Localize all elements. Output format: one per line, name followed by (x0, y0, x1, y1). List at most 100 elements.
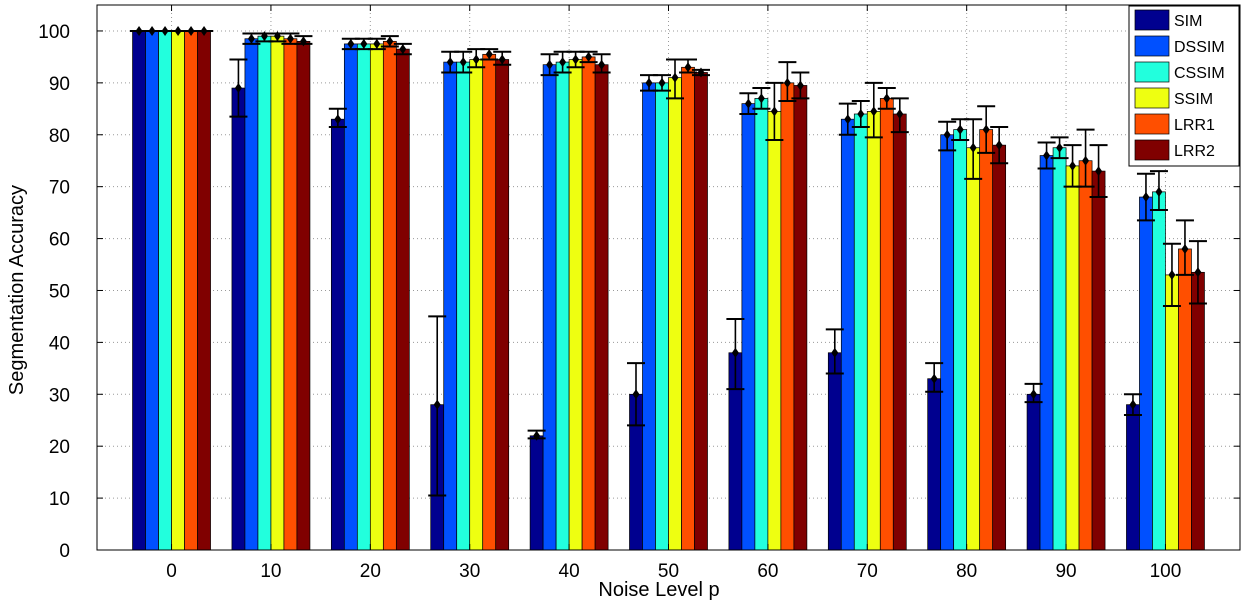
bar (330, 118, 345, 551)
bar (158, 30, 172, 551)
mean-marker (744, 98, 752, 109)
bar (296, 40, 311, 551)
bar (369, 43, 384, 551)
y-axis-label: Segmentation Accuracy (6, 185, 28, 395)
bar (1191, 271, 1205, 551)
x-tick-label: 20 (360, 561, 381, 582)
mean-marker (234, 83, 242, 94)
bar (694, 72, 708, 551)
x-tick-label: 40 (559, 561, 580, 582)
mean-marker (1056, 142, 1064, 153)
legend-label: LRR1 (1174, 117, 1215, 134)
mean-marker (135, 25, 143, 36)
mean-marker (373, 38, 381, 49)
mean-marker (148, 25, 156, 36)
mean-marker (572, 54, 580, 65)
mean-marker (1069, 160, 1077, 171)
y-tick-label: 30 (49, 385, 70, 406)
mean-marker (1181, 243, 1189, 254)
bar (1126, 404, 1140, 551)
bar (529, 435, 544, 551)
bar (1178, 248, 1192, 551)
mean-marker (995, 140, 1003, 151)
mean-marker (200, 25, 208, 36)
mean-marker (433, 399, 441, 410)
bar (270, 35, 285, 551)
bar (1091, 170, 1106, 551)
mean-marker (598, 59, 606, 70)
bar (581, 56, 596, 551)
mean-marker (459, 57, 467, 68)
mean-marker (1095, 166, 1103, 177)
mean-marker (533, 430, 541, 441)
bar (257, 35, 272, 551)
bar (482, 53, 497, 551)
mean-marker (247, 33, 255, 44)
x-tick-label: 90 (1055, 561, 1076, 582)
mean-marker (645, 77, 653, 88)
bar (879, 98, 894, 551)
y-tick-label: 100 (38, 22, 70, 43)
mean-marker (943, 129, 951, 140)
bar (940, 134, 955, 551)
bar (1039, 155, 1054, 551)
bar (1165, 274, 1179, 551)
bar (443, 61, 458, 551)
mean-marker (956, 124, 964, 135)
legend-swatch (1134, 9, 1170, 31)
legend-swatch (1134, 139, 1170, 161)
bar (343, 43, 358, 551)
bar (395, 48, 410, 551)
bar (568, 59, 583, 551)
mean-marker (1030, 389, 1038, 400)
mean-marker (770, 106, 778, 117)
mean-marker (161, 25, 169, 36)
bar (145, 30, 159, 551)
y-tick-label: 60 (49, 230, 70, 251)
bar (555, 61, 570, 551)
bar (927, 378, 942, 551)
mean-marker (546, 59, 554, 70)
bar (992, 144, 1007, 551)
bar (866, 111, 881, 551)
bar (283, 38, 298, 551)
mean-marker (671, 72, 679, 83)
bar (1026, 393, 1041, 551)
mean-marker (1155, 186, 1163, 197)
mean-marker (1142, 192, 1150, 203)
x-tick-label: 100 (1150, 561, 1182, 582)
mean-marker (273, 31, 281, 42)
x-tick-label: 80 (956, 561, 977, 582)
x-axis-label: Noise Level p (598, 579, 719, 601)
legend-label: SIM (1174, 13, 1202, 30)
mean-marker (930, 373, 938, 384)
bar (184, 30, 198, 551)
legend-label: SSIM (1174, 91, 1213, 108)
mean-marker (286, 33, 294, 44)
bar (197, 30, 211, 551)
mean-marker (1129, 399, 1137, 410)
mean-marker (1168, 269, 1176, 280)
mean-marker (658, 77, 666, 88)
mean-marker (896, 109, 904, 119)
legend-label: DSSIM (1174, 39, 1225, 56)
y-tick-label: 20 (49, 437, 70, 458)
mean-marker (485, 49, 493, 60)
bar (840, 118, 855, 551)
bar (892, 113, 907, 551)
legend-label: LRR2 (1174, 143, 1215, 160)
legend-box (1128, 5, 1240, 167)
mean-marker (697, 67, 705, 78)
x-tick-label: 70 (857, 561, 878, 582)
bar (382, 40, 397, 551)
bar (780, 82, 795, 551)
bar (767, 111, 782, 551)
legend-swatch (1134, 113, 1170, 135)
mean-marker (498, 54, 506, 65)
bar (469, 59, 484, 551)
mean-marker (1082, 155, 1090, 166)
mean-marker (399, 44, 407, 55)
mean-marker (883, 93, 891, 104)
